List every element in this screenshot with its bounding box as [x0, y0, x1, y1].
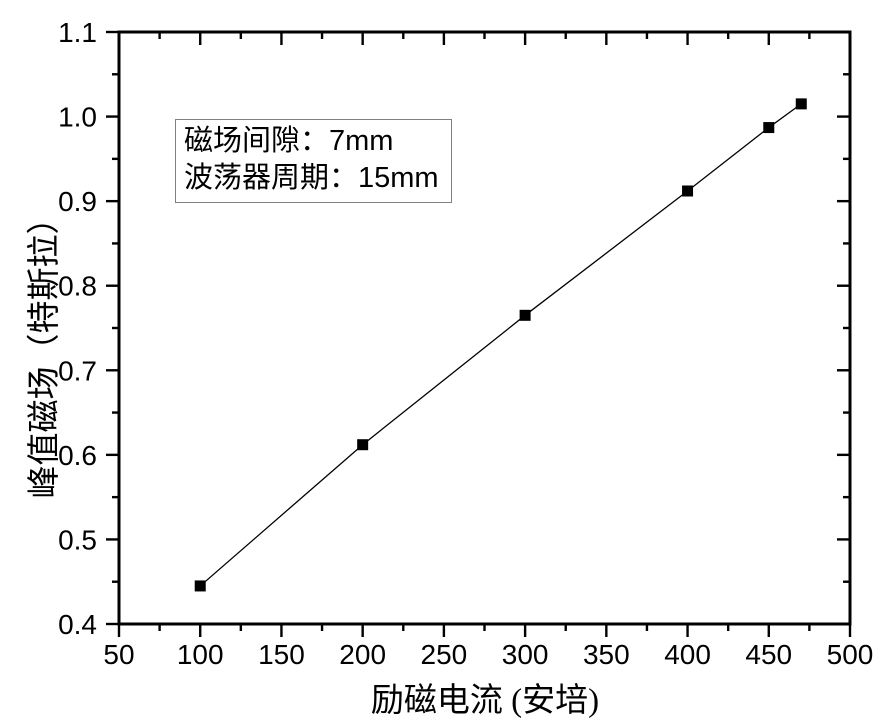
- x-tick-label: 400: [664, 639, 711, 670]
- y-tick-label: 0.7: [58, 355, 97, 386]
- x-tick-label: 350: [583, 639, 630, 670]
- data-point-marker: [795, 98, 807, 110]
- y-tick-label: 1.0: [58, 102, 97, 133]
- y-tick-label: 0.4: [58, 609, 97, 640]
- y-tick-label: 0.8: [58, 271, 97, 302]
- x-axis-title: 励磁电流 (安培): [370, 683, 600, 719]
- data-point-marker: [357, 439, 369, 451]
- data-point-marker: [194, 580, 206, 592]
- x-tick-label: 500: [827, 639, 874, 670]
- y-tick-label: 0.5: [58, 524, 97, 555]
- y-tick-label: 1.1: [58, 17, 97, 48]
- data-point-marker: [682, 185, 694, 197]
- annotation-box: 磁场间隙：7mm 波荡器周期：15mm: [175, 119, 452, 203]
- annotation-line-gap: 磁场间隙：7mm: [184, 125, 394, 157]
- data-point-marker: [519, 309, 531, 321]
- x-tick-label: 50: [103, 639, 134, 670]
- x-tick-label: 100: [177, 639, 224, 670]
- y-tick-label: 0.6: [58, 440, 97, 471]
- x-tick-label: 300: [502, 639, 549, 670]
- x-tick-label: 150: [258, 639, 305, 670]
- x-tick-label: 450: [745, 639, 792, 670]
- y-tick-label: 0.9: [58, 186, 97, 217]
- y-axis-title: 峰值磁场（特斯拉）: [27, 201, 63, 499]
- x-tick-label: 200: [339, 639, 386, 670]
- annotation-line-period: 波荡器周期：15mm: [184, 162, 439, 194]
- data-point-marker: [763, 122, 775, 134]
- x-tick-label: 250: [421, 639, 468, 670]
